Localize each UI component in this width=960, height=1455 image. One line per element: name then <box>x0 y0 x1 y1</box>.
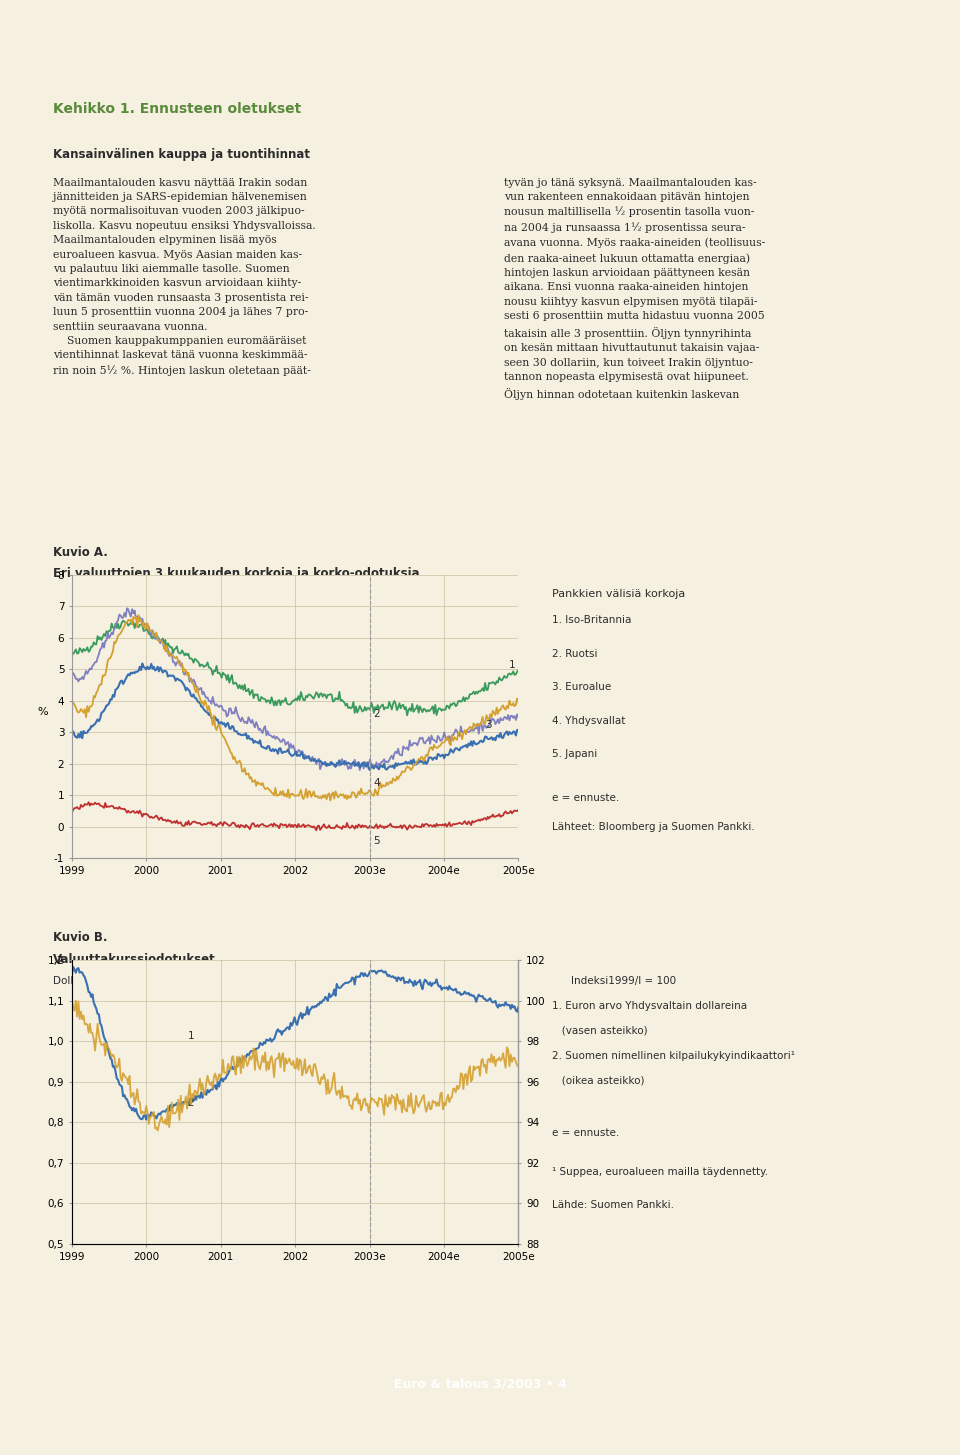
Text: (oikea asteikko): (oikea asteikko) <box>552 1075 644 1085</box>
Text: Kansainvälinen kauppa ja tuontihinnat: Kansainvälinen kauppa ja tuontihinnat <box>53 148 310 162</box>
Text: e = ennuste.: e = ennuste. <box>552 1128 619 1138</box>
Text: Kuvio B.: Kuvio B. <box>53 931 108 944</box>
Text: 5. Japani: 5. Japani <box>552 749 597 760</box>
Text: tyvän jo tänä syksynä. Maailmantalouden kas-
vun rakenteen ennakoidaan pitävän h: tyvän jo tänä syksynä. Maailmantalouden … <box>504 178 765 400</box>
Text: 2: 2 <box>187 1099 194 1109</box>
Text: Euro & talous 3/2003 • 4: Euro & talous 3/2003 • 4 <box>394 1378 566 1390</box>
Text: (vasen asteikko): (vasen asteikko) <box>552 1026 648 1036</box>
Text: 1: 1 <box>509 661 516 671</box>
Text: ¹ Suppea, euroalueen mailla täydennetty.: ¹ Suppea, euroalueen mailla täydennetty. <box>552 1167 768 1177</box>
Text: Kehikko 1. Ennusteen oletukset: Kehikko 1. Ennusteen oletukset <box>53 102 301 116</box>
Text: Valuuttakurssiodotukset: Valuuttakurssiodotukset <box>53 953 216 966</box>
Text: 1. Euron arvo Yhdysvaltain dollareina: 1. Euron arvo Yhdysvaltain dollareina <box>552 1001 747 1011</box>
Text: 5: 5 <box>373 837 380 847</box>
Text: Maailmantalouden kasvu näyttää Irakin sodan
jännitteiden ja SARS-epidemian hälve: Maailmantalouden kasvu näyttää Irakin so… <box>53 178 316 375</box>
Text: 3: 3 <box>485 720 492 729</box>
Y-axis label: %: % <box>37 707 48 717</box>
Text: e = ennuste.: e = ennuste. <box>552 793 619 803</box>
Text: Kuvio A.: Kuvio A. <box>53 546 108 559</box>
Text: 2. Suomen nimellinen kilpailukykyindikaattori¹: 2. Suomen nimellinen kilpailukykyindikaa… <box>552 1051 795 1061</box>
Text: 1. Iso-Britannia: 1. Iso-Britannia <box>552 615 632 626</box>
Text: 2: 2 <box>373 709 380 719</box>
Text: 1: 1 <box>187 1032 194 1042</box>
Text: Lähde: Suomen Pankki.: Lähde: Suomen Pankki. <box>552 1200 674 1211</box>
Text: Lähteet: Bloomberg ja Suomen Pankki.: Lähteet: Bloomberg ja Suomen Pankki. <box>552 822 755 832</box>
Text: 3. Euroalue: 3. Euroalue <box>552 682 612 693</box>
Text: 4. Yhdysvallat: 4. Yhdysvallat <box>552 716 625 726</box>
Text: Indeksi1999/I = 100: Indeksi1999/I = 100 <box>571 976 677 986</box>
Text: Dollari/euro: Dollari/euro <box>53 976 114 986</box>
Text: 4: 4 <box>373 778 380 789</box>
Text: 2. Ruotsi: 2. Ruotsi <box>552 649 597 659</box>
Text: Pankkien välisiä korkoja: Pankkien välisiä korkoja <box>552 589 685 599</box>
Text: Eri valuuttojen 3 kuukauden korkoja ja korko-odotuksia: Eri valuuttojen 3 kuukauden korkoja ja k… <box>53 567 420 581</box>
